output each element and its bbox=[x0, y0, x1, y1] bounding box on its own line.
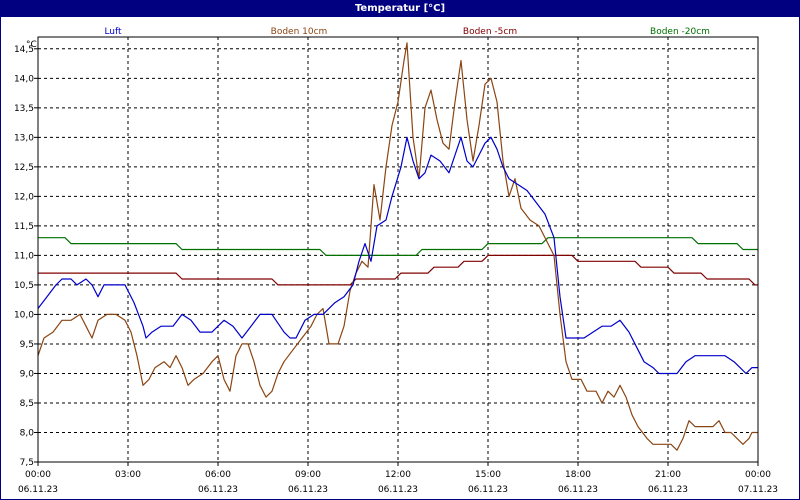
x-tick-time: 06:00 bbox=[205, 470, 231, 480]
y-tick-label: 13,5 bbox=[14, 104, 34, 114]
legend-entry: Luft bbox=[104, 27, 122, 37]
x-tick-date: 07.11.23 bbox=[738, 485, 778, 495]
y-tick-label: 8,5 bbox=[20, 399, 34, 409]
y-tick-label: 12,5 bbox=[14, 163, 34, 173]
x-tick-date: 06.11.23 bbox=[468, 485, 508, 495]
x-tick-date: 06.11.23 bbox=[198, 485, 238, 495]
series-line-2 bbox=[38, 254, 758, 286]
y-tick-label: 10,5 bbox=[14, 281, 34, 291]
y-tick-label: 13,0 bbox=[14, 133, 34, 143]
legend-entry: Boden -5cm bbox=[463, 27, 517, 37]
legend: Luft Boden 10cm Boden -5cm Boden -20cm bbox=[104, 27, 710, 37]
x-tick-time: 09:00 bbox=[295, 470, 321, 480]
x-tick-time: 00:00 bbox=[25, 470, 51, 480]
y-tick-label: 11,5 bbox=[14, 222, 34, 232]
x-axis: 00:00 06.11.23 03:00 06:00 06.11.23 09:00 06.1… bbox=[18, 462, 778, 495]
x-tick-date: 06.11.23 bbox=[288, 485, 328, 495]
x-tick-time: 12:00 bbox=[385, 470, 411, 480]
x-tick-date: 06.11.23 bbox=[18, 485, 58, 495]
x-tick-time: 21:00 bbox=[655, 470, 681, 480]
series-line-0 bbox=[37, 136, 758, 375]
x-tick-date: 06.11.23 bbox=[558, 485, 598, 495]
chart-title: Temperatur [°C] bbox=[1, 1, 799, 17]
x-tick-date: 06.11.23 bbox=[648, 485, 688, 495]
x-tick-time: 18:00 bbox=[565, 470, 591, 480]
series-line-3 bbox=[38, 237, 758, 256]
y-tick-label: 9,0 bbox=[20, 369, 35, 379]
x-tick-time: 00:00 bbox=[745, 470, 771, 480]
x-tick-time: 03:00 bbox=[115, 470, 141, 480]
y-tick-label: 14,5 bbox=[14, 45, 34, 55]
y-axis: 14,5 14,0 13,5 13,0 12,5 12,0 11,5 11,0 10,5 10,0… bbox=[14, 45, 38, 468]
y-tick-label: 9,5 bbox=[20, 340, 34, 350]
y-tick-label: 14,0 bbox=[14, 74, 34, 84]
x-tick-date: 06.11.23 bbox=[378, 485, 418, 495]
y-tick-label: 11,0 bbox=[14, 251, 34, 261]
legend-entry: Boden 10cm bbox=[271, 27, 328, 37]
y-tick-label: 8,0 bbox=[20, 428, 35, 438]
y-axis-unit: °C bbox=[26, 40, 37, 50]
series-lines bbox=[37, 42, 758, 451]
y-tick-label: 12,0 bbox=[14, 192, 34, 202]
y-tick-label: 7,5 bbox=[20, 458, 34, 468]
x-tick-time: 15:00 bbox=[475, 470, 501, 480]
series-line-1 bbox=[37, 42, 758, 451]
y-tick-label: 10,0 bbox=[14, 310, 34, 320]
legend-entry: Boden -20cm bbox=[650, 27, 710, 37]
